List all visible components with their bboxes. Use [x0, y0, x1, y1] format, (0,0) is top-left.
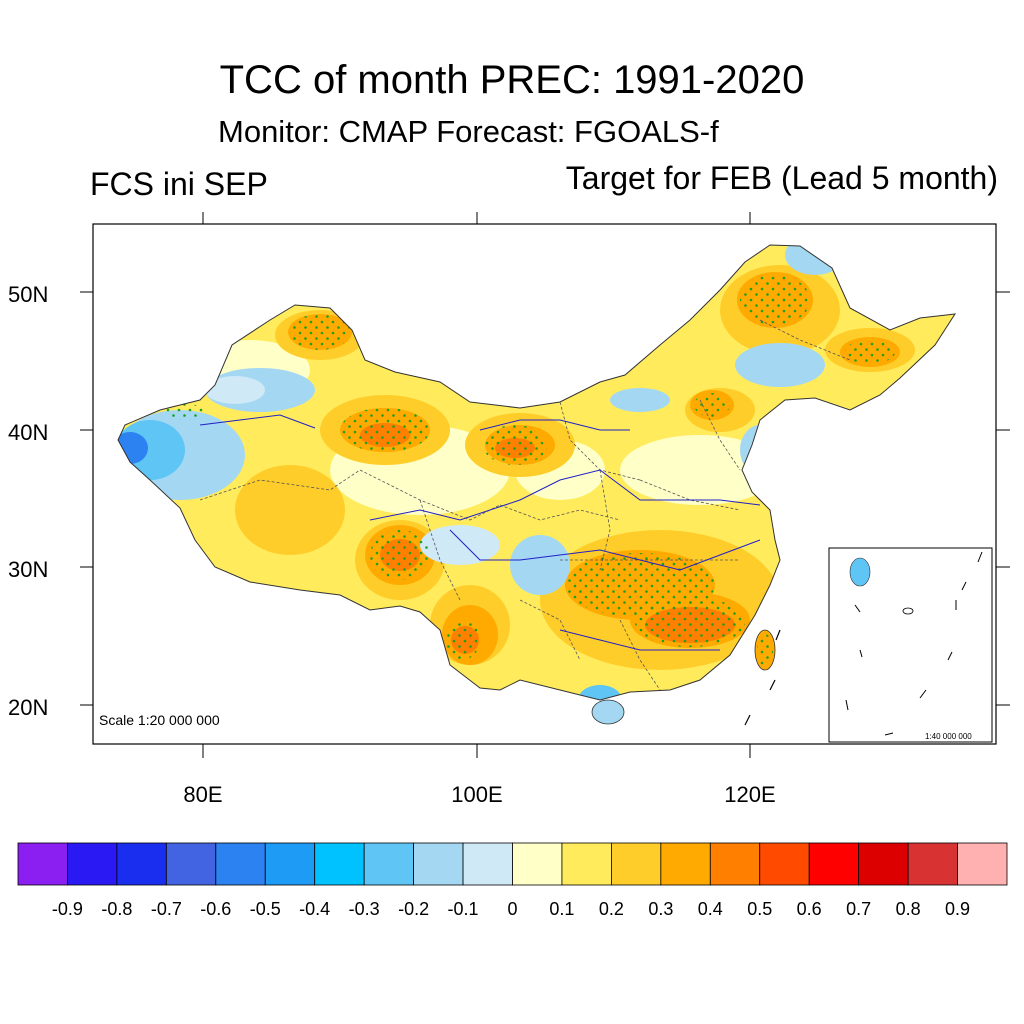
lon-label-100e: 100E [451, 782, 502, 807]
lat-label-20n: 20N [8, 695, 48, 720]
colorbar-label: -0.4 [299, 899, 330, 919]
colorbar-swatch [660, 842, 711, 886]
colorbar-swatch [462, 842, 513, 886]
colorbar-label: 0.2 [599, 899, 624, 919]
inset-dashes [845, 551, 983, 736]
colorbar-label: 0.6 [797, 899, 822, 919]
inset-hainan [849, 557, 871, 587]
lat-label-50n: 50N [8, 282, 48, 307]
colorbar-swatch [215, 842, 266, 886]
colorbar-label: -0.7 [151, 899, 182, 919]
colorbar-swatch [561, 842, 612, 886]
lat-axis [80, 291, 1010, 706]
colorbar-label: 0.5 [747, 899, 772, 919]
colorbar-label: 0.1 [549, 899, 574, 919]
lon-label-80e: 80E [183, 782, 222, 807]
colorbar-label: 0.8 [896, 899, 921, 919]
lat-label-30n: 30N [8, 557, 48, 582]
colorbar-label: 0.7 [846, 899, 871, 919]
lat-label-40n: 40N [8, 420, 48, 445]
colorbar-swatch [116, 842, 167, 886]
scale-label: Scale 1:20 000 000 [99, 712, 220, 728]
colorbar-label: -0.5 [250, 899, 281, 919]
colorbar-label: -0.1 [448, 899, 479, 919]
china-border [117, 244, 956, 701]
init-label: FCS ini SEP [90, 166, 268, 202]
colorbar-label: -0.3 [349, 899, 380, 919]
colorbar-label: 0.4 [698, 899, 723, 919]
colorbar-swatch [759, 842, 810, 886]
lon-label-120e: 120E [724, 782, 775, 807]
colorbar-label: -0.8 [101, 899, 132, 919]
colorbar-swatch [957, 842, 1008, 886]
sea-boundary-dashes [744, 629, 781, 726]
plot-title: TCC of month PREC: 1991-2020 [219, 58, 805, 102]
colorbar-label: -0.6 [200, 899, 231, 919]
target-label: Target for FEB (Lead 5 month) [565, 160, 998, 196]
colorbar-swatch [709, 842, 761, 886]
colorbar-label: -0.2 [398, 899, 429, 919]
colorbar-label: 0.9 [945, 899, 970, 919]
rivers [199, 414, 761, 651]
colorbar-labels: -0.9 -0.8 -0.7 -0.6 -0.5 -0.4 -0.3 -0.2 -0.1 0 0.1… [52, 899, 970, 919]
colorbar-label: 0.3 [648, 899, 673, 919]
colorbar [17, 842, 1008, 886]
colorbar-swatch [67, 842, 118, 886]
colorbar-swatch [413, 842, 464, 886]
taiwan-stipple [757, 634, 773, 666]
colorbar-swatch [17, 842, 68, 886]
colorbar-swatch [858, 842, 909, 886]
lon-axis [202, 212, 751, 758]
colorbar-swatch [611, 842, 662, 886]
colorbar-label: 0 [507, 899, 517, 919]
colorbar-swatch [314, 842, 365, 886]
colorbar-swatch [907, 842, 958, 886]
colorbar-swatch [363, 842, 414, 886]
province-borders [199, 319, 851, 691]
colorbar-swatch [512, 842, 563, 886]
plot-subtitle: Monitor: CMAP Forecast: FGOALS-f [218, 114, 719, 149]
inset-scale-label: 1:40 000 000 [925, 732, 972, 741]
inset-small-island [902, 607, 914, 615]
colorbar-swatch [165, 842, 217, 886]
colorbar-swatch [808, 842, 860, 886]
colorbar-swatch [264, 842, 316, 886]
hainan-island [591, 699, 625, 725]
colorbar-label: -0.9 [52, 899, 83, 919]
